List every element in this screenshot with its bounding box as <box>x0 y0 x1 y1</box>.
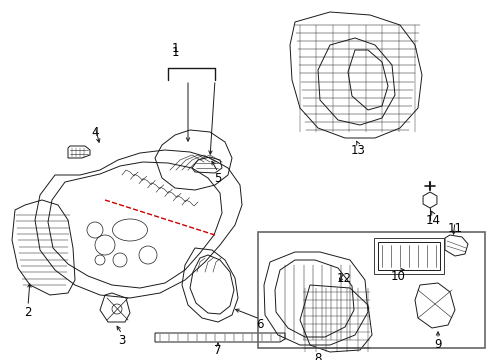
Text: 3: 3 <box>118 333 125 346</box>
Bar <box>373 238 443 274</box>
Text: 8: 8 <box>314 351 321 360</box>
Text: 14: 14 <box>425 213 440 226</box>
Bar <box>258 232 484 348</box>
Text: 7: 7 <box>214 343 221 356</box>
Text: 13: 13 <box>350 144 365 157</box>
Text: 1: 1 <box>171 45 179 58</box>
Text: 6: 6 <box>256 319 263 332</box>
Text: 2: 2 <box>24 306 32 319</box>
Text: 12: 12 <box>336 271 351 284</box>
Text: 9: 9 <box>433 338 441 351</box>
Text: 1: 1 <box>171 41 179 54</box>
Bar <box>377 242 439 270</box>
Text: 11: 11 <box>447 221 462 234</box>
Text: 10: 10 <box>390 270 405 283</box>
Text: 5: 5 <box>214 171 221 184</box>
Text: 4: 4 <box>91 126 99 139</box>
